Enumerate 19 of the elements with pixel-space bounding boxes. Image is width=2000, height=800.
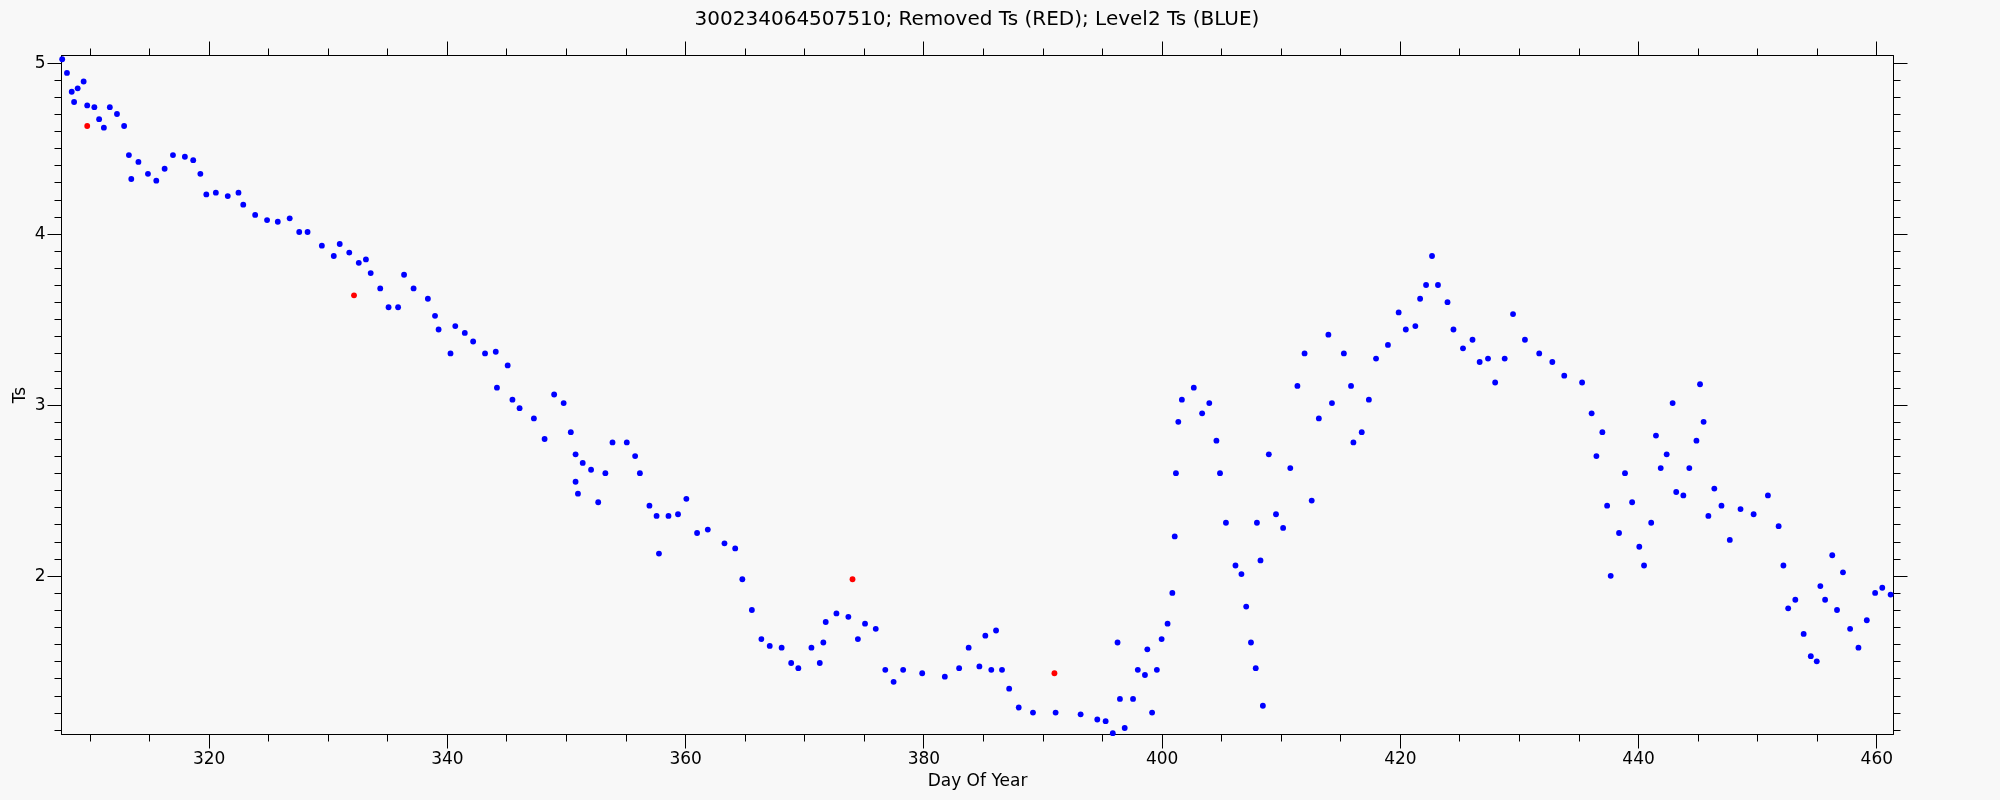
x-tick-label: 380: [907, 747, 941, 768]
x-tick-label: 320: [192, 747, 226, 768]
y-tick-label: 5: [34, 52, 46, 73]
x-tick-label: 340: [431, 747, 464, 768]
y-axis-title: Ts: [8, 386, 29, 405]
point: [84, 123, 91, 129]
x-tick-label: 400: [1145, 747, 1179, 768]
y-tick-label: 2: [34, 565, 46, 586]
x-tick-label: 360: [669, 747, 702, 768]
x-tick-label: 420: [1384, 747, 1417, 768]
x-tick-label: 440: [1622, 747, 1655, 768]
y-tick-label: 4: [34, 223, 46, 244]
point: [1051, 670, 1058, 677]
y-tick-label: 3: [34, 394, 46, 415]
point: [849, 576, 856, 583]
chart-title: 300234064507510; Removed Ts (RED); Level2 Ts (BLUE): [694, 5, 1260, 30]
x-axis-title: Day Of Year: [927, 769, 1028, 790]
point: [351, 292, 357, 299]
x-tick-label: 460: [1860, 747, 1894, 768]
